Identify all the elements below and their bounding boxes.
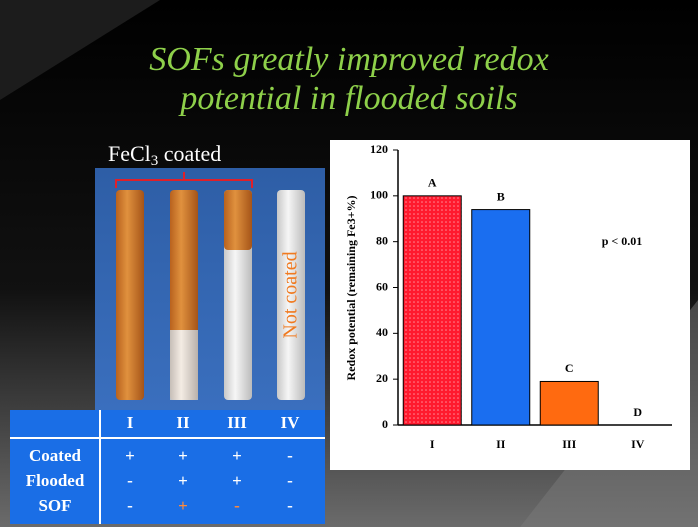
caption-text: coated bbox=[158, 141, 221, 166]
tube bbox=[277, 190, 305, 400]
bar bbox=[471, 209, 531, 426]
x-tick-label: III bbox=[562, 437, 576, 451]
decor bbox=[0, 0, 160, 100]
significance-letter: C bbox=[565, 361, 574, 375]
row-label: Coated bbox=[29, 446, 81, 465]
cell: - bbox=[287, 471, 293, 490]
caption-text: FeCl bbox=[108, 141, 151, 166]
table-bg bbox=[10, 410, 325, 524]
y-tick-label: 0 bbox=[382, 417, 388, 431]
table-rule bbox=[10, 410, 325, 524]
significance-letter: A bbox=[428, 176, 437, 190]
y-tick-label: 80 bbox=[376, 233, 388, 247]
significance-letter: D bbox=[633, 405, 642, 419]
y-tick-label: 100 bbox=[370, 188, 388, 202]
tube bbox=[224, 190, 252, 250]
cell: + bbox=[178, 446, 188, 465]
bar bbox=[539, 380, 599, 426]
col-head: II bbox=[176, 413, 190, 432]
x-tick-label: IV bbox=[631, 437, 645, 451]
y-tick-label: 40 bbox=[376, 325, 388, 339]
cell: - bbox=[234, 496, 240, 515]
row-label: SOF bbox=[38, 496, 71, 515]
tube bbox=[116, 190, 144, 400]
title: potential in flooded soils bbox=[178, 80, 517, 117]
table: I II III IV Coated + + + - Flooded - + +… bbox=[10, 410, 325, 524]
cell: + bbox=[232, 471, 242, 490]
annotation: p < 0.01 bbox=[602, 234, 643, 248]
y-axis-label: Redox potential (remaining Fe3+%) bbox=[344, 196, 358, 381]
photo-caption: FeCl3 coated bbox=[108, 141, 221, 169]
y-tick-label: 60 bbox=[376, 279, 388, 293]
bracket bbox=[115, 172, 253, 188]
cell: + bbox=[178, 471, 188, 490]
row-label: Flooded bbox=[26, 471, 85, 490]
cell: - bbox=[287, 446, 293, 465]
title: SOFs greatly improved redox bbox=[149, 41, 548, 78]
bar-texture bbox=[403, 195, 462, 425]
tube-label: Not coated bbox=[280, 251, 302, 338]
cell: - bbox=[127, 496, 133, 515]
cell: + bbox=[125, 446, 135, 465]
chart: Redox potential (remaining Fe3+%) p < 0.… bbox=[330, 140, 690, 470]
x-tick-label: I bbox=[430, 437, 435, 451]
cell: + bbox=[178, 496, 188, 515]
x-tick-label: II bbox=[496, 437, 506, 451]
y-tick-label: 20 bbox=[376, 371, 388, 385]
tube bbox=[170, 330, 198, 400]
y-tick-label: 120 bbox=[370, 142, 388, 156]
col-head: IV bbox=[281, 413, 301, 432]
caption-sub: 3 bbox=[151, 153, 159, 169]
cell: + bbox=[232, 446, 242, 465]
col-head: I bbox=[127, 413, 134, 432]
significance-letter: B bbox=[497, 189, 505, 203]
col-head: III bbox=[227, 413, 247, 432]
cell: - bbox=[287, 496, 293, 515]
cell: - bbox=[127, 471, 133, 490]
